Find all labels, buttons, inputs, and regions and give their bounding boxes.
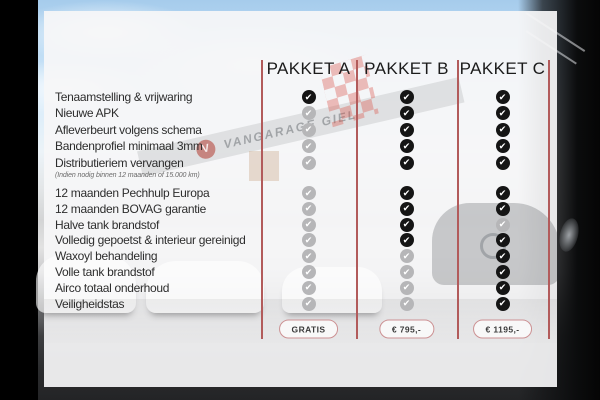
check-icon-disabled: ✔ <box>301 122 316 137</box>
feature-label: 12 maanden Pechhulp Europa <box>55 186 210 200</box>
check-icon: ✔ <box>495 155 510 170</box>
check-icon: ✔ <box>495 201 510 216</box>
feature-label: 12 maanden BOVAG garantie <box>55 201 207 216</box>
check-icon-disabled: ✔ <box>301 280 316 295</box>
check-icon: ✔ <box>495 296 510 311</box>
feature-label: Airco totaal onderhoud <box>55 280 170 295</box>
package-header: PAKKET C <box>459 59 546 78</box>
check-icon: ✔ <box>399 155 414 170</box>
check-icon: ✔ <box>495 106 510 121</box>
dealership-sign-text: VANGARAGE GIEL <box>222 107 359 152</box>
price-button[interactable]: GRATIS <box>278 319 339 339</box>
check-icon: ✔ <box>301 90 316 104</box>
feature-label: Nieuwe APK <box>55 106 119 121</box>
column-divider <box>457 60 459 339</box>
check-icon: ✔ <box>495 265 510 279</box>
check-icon-disabled: ✔ <box>301 249 316 264</box>
check-icon: ✔ <box>399 217 414 232</box>
check-icon: ✔ <box>495 122 510 137</box>
feature-label: Veiligheidstas <box>55 296 125 311</box>
building-door-decor <box>249 151 279 181</box>
check-icon: ✔ <box>399 90 414 104</box>
check-icon: ✔ <box>399 106 414 121</box>
check-icon: ✔ <box>399 122 414 137</box>
check-icon: ✔ <box>495 233 510 248</box>
check-icon: ✔ <box>495 90 510 104</box>
package-header: PAKKET A <box>266 59 351 78</box>
check-icon-disabled: ✔ <box>495 217 510 232</box>
check-icon-disabled: ✔ <box>301 265 316 279</box>
column-divider <box>261 60 263 339</box>
feature-label: Waxoyl behandeling <box>55 249 158 264</box>
check-icon: ✔ <box>495 186 510 200</box>
check-icon-disabled: ✔ <box>399 265 414 279</box>
check-icon-disabled: ✔ <box>301 296 316 311</box>
check-icon: ✔ <box>399 201 414 216</box>
car-silhouette <box>282 267 382 313</box>
check-icon: ✔ <box>495 249 510 264</box>
check-icon-disabled: ✔ <box>301 186 316 200</box>
price-button[interactable]: € 1195,- <box>472 319 533 339</box>
check-icon: ✔ <box>399 139 414 154</box>
package-header: PAKKET B <box>364 59 449 78</box>
check-icon-disabled: ✔ <box>399 249 414 264</box>
check-icon-disabled: ✔ <box>301 233 316 248</box>
comparison-panel: V VANGARAGE GIEL PAKKET A PAKKET B PAKKET … <box>36 11 560 387</box>
feature-note: (Indien nodig binnen 12 maanden of 15.00… <box>55 171 200 179</box>
feature-label: Tenaamstelling & vrijwaring <box>55 90 193 104</box>
check-icon-disabled: ✔ <box>399 280 414 295</box>
check-icon: ✔ <box>399 186 414 200</box>
column-divider <box>356 60 358 339</box>
feature-label: Volle tank brandstof <box>55 265 155 279</box>
check-icon-disabled: ✔ <box>301 106 316 121</box>
column-divider <box>548 60 550 339</box>
feature-label: Distributieriem vervangen <box>55 155 184 170</box>
check-icon: ✔ <box>495 280 510 295</box>
check-icon: ✔ <box>495 139 510 154</box>
check-icon-disabled: ✔ <box>301 139 316 154</box>
check-icon-disabled: ✔ <box>301 217 316 232</box>
check-icon-disabled: ✔ <box>301 155 316 170</box>
feature-label: Bandenprofiel minimaal 3mm <box>55 139 203 154</box>
feature-label: Afleverbeurt volgens schema <box>55 122 202 137</box>
price-button[interactable]: € 795,- <box>378 319 435 339</box>
check-icon: ✔ <box>399 233 414 248</box>
check-icon-disabled: ✔ <box>399 296 414 311</box>
feature-label: Halve tank brandstof <box>55 217 160 232</box>
check-icon-disabled: ✔ <box>301 201 316 216</box>
feature-label: Volledig gepoetst & interieur gereinigd <box>55 233 246 248</box>
